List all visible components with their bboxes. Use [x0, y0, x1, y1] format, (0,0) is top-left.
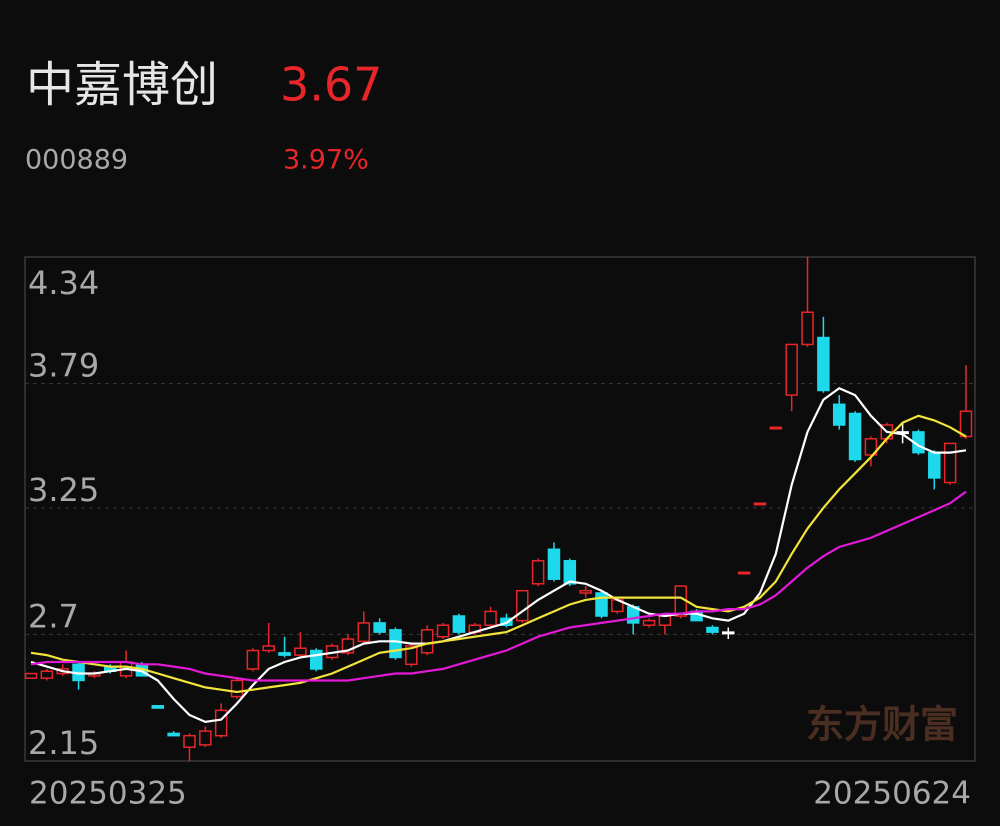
candle-body	[278, 652, 291, 656]
y-tick-label: 3.25	[28, 471, 99, 509]
candle-body	[262, 645, 275, 652]
candle-body	[928, 451, 941, 479]
y-tick-label: 4.34	[28, 264, 99, 302]
y-tick-label: 3.79	[28, 347, 99, 385]
candle-body	[420, 629, 434, 654]
candle-body	[151, 705, 165, 709]
candle-body	[595, 592, 608, 617]
candle-body	[722, 631, 735, 635]
candle-body	[40, 670, 54, 679]
candle-body	[246, 649, 260, 670]
candle-body	[531, 560, 545, 585]
y-tick-label: 2.15	[28, 724, 99, 762]
watermark: 东方财富	[806, 703, 958, 747]
candle-body	[801, 311, 814, 346]
candle-body	[943, 442, 957, 484]
candle-body	[516, 589, 529, 622]
moving-average-line	[30, 490, 967, 682]
candle-body	[706, 626, 719, 633]
candle-body	[785, 343, 798, 396]
stock-name: 中嘉博创	[26, 57, 218, 113]
candle-body	[753, 502, 767, 506]
candle-body	[167, 732, 180, 737]
candle-body	[436, 624, 450, 638]
candle-body	[294, 647, 307, 656]
candle-body	[959, 410, 973, 438]
candle-body	[769, 426, 783, 430]
y-tick-label: 2.7	[28, 597, 79, 635]
stock-change: 3.97%	[283, 145, 369, 176]
stock-price: 3.67	[280, 58, 382, 112]
candle-body	[817, 336, 830, 392]
candle-body	[579, 589, 592, 594]
candle-body	[24, 672, 38, 679]
candle-body	[737, 571, 751, 575]
x-tick-label: 20250325	[29, 776, 187, 812]
moving-average-line	[30, 414, 967, 694]
candle-body	[357, 622, 371, 643]
candle-body	[310, 649, 323, 670]
candle-body	[658, 615, 672, 626]
candle-body	[547, 548, 561, 580]
candle-body	[864, 438, 878, 456]
moving-average-line	[30, 386, 967, 724]
candle-body	[389, 629, 402, 659]
candle-body	[563, 560, 577, 585]
candle-body	[373, 622, 386, 633]
candle-body	[642, 619, 656, 626]
candle-body	[848, 412, 862, 461]
chart-frame	[24, 256, 976, 762]
candle-body	[214, 709, 228, 737]
candle-body	[484, 610, 497, 626]
candle-body	[405, 645, 418, 666]
candle-body	[230, 679, 244, 698]
stock-code: 000889	[25, 145, 128, 176]
candle-body	[832, 403, 846, 426]
candle-body	[199, 730, 212, 746]
candle-body	[452, 615, 466, 633]
x-tick-label: 20250624	[813, 776, 971, 812]
candle-body	[341, 638, 355, 654]
candle-body	[183, 734, 196, 748]
